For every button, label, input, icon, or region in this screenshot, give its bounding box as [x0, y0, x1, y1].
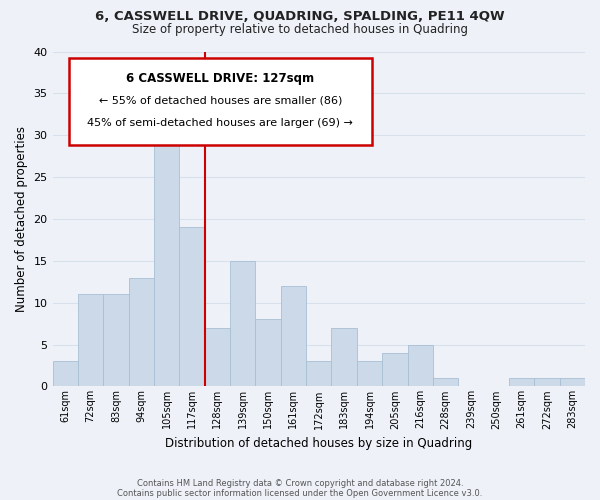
Bar: [331, 328, 357, 386]
Bar: [103, 294, 128, 386]
Bar: [53, 362, 78, 386]
Y-axis label: Number of detached properties: Number of detached properties: [15, 126, 28, 312]
Bar: [205, 328, 230, 386]
FancyBboxPatch shape: [68, 58, 372, 146]
Bar: [407, 344, 433, 387]
Bar: [154, 127, 179, 386]
Bar: [179, 228, 205, 386]
Text: 45% of semi-detached houses are larger (69) →: 45% of semi-detached houses are larger (…: [88, 118, 353, 128]
Text: Contains public sector information licensed under the Open Government Licence v3: Contains public sector information licen…: [118, 488, 482, 498]
Bar: [281, 286, 306, 386]
Bar: [433, 378, 458, 386]
Text: Size of property relative to detached houses in Quadring: Size of property relative to detached ho…: [132, 22, 468, 36]
Bar: [78, 294, 103, 386]
Bar: [128, 278, 154, 386]
Bar: [509, 378, 534, 386]
Bar: [230, 261, 256, 386]
Bar: [357, 362, 382, 386]
Bar: [306, 362, 331, 386]
Text: ← 55% of detached houses are smaller (86): ← 55% of detached houses are smaller (86…: [98, 95, 342, 105]
Bar: [256, 320, 281, 386]
Text: Contains HM Land Registry data © Crown copyright and database right 2024.: Contains HM Land Registry data © Crown c…: [137, 478, 463, 488]
Bar: [534, 378, 560, 386]
Bar: [560, 378, 585, 386]
X-axis label: Distribution of detached houses by size in Quadring: Distribution of detached houses by size …: [165, 437, 472, 450]
Bar: [382, 353, 407, 386]
Text: 6 CASSWELL DRIVE: 127sqm: 6 CASSWELL DRIVE: 127sqm: [126, 72, 314, 85]
Text: 6, CASSWELL DRIVE, QUADRING, SPALDING, PE11 4QW: 6, CASSWELL DRIVE, QUADRING, SPALDING, P…: [95, 10, 505, 23]
